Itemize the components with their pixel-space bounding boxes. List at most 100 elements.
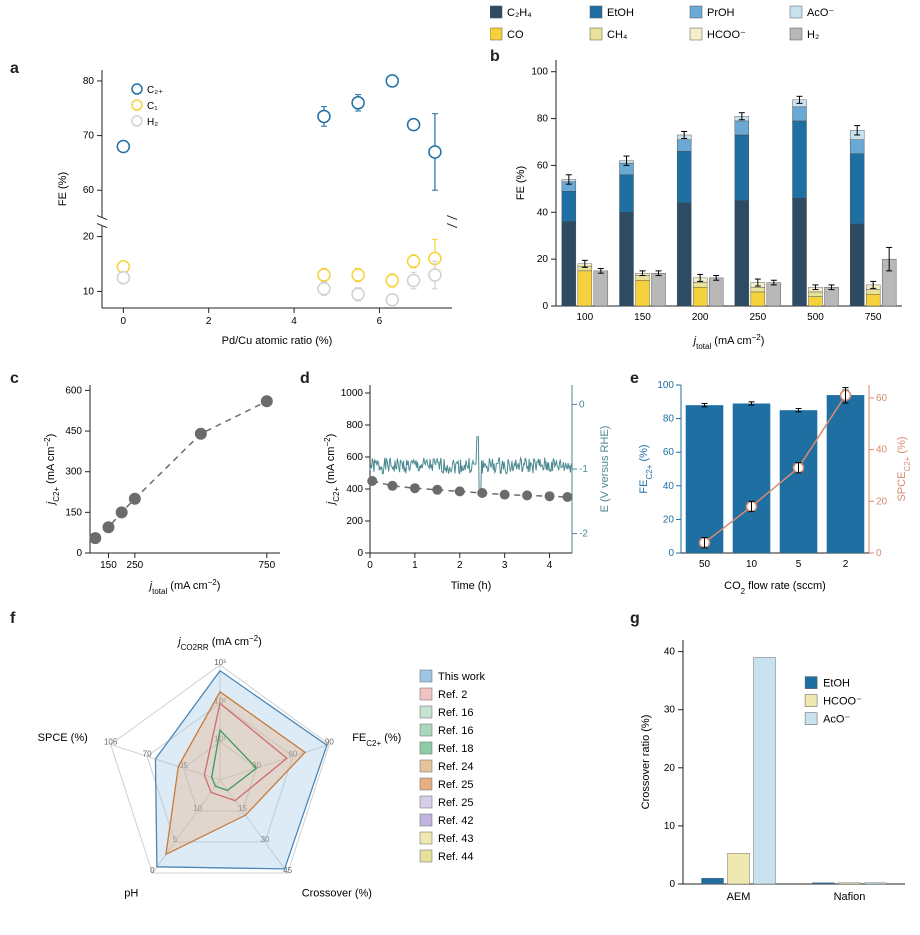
- svg-text:SPCE (%): SPCE (%): [38, 732, 88, 744]
- legend-swatch: [690, 6, 702, 18]
- panel-label-f: f: [10, 610, 15, 628]
- legend-swatch: [420, 724, 432, 736]
- data-point: [410, 483, 420, 493]
- legend-swatch: [420, 850, 432, 862]
- svg-text:150: 150: [100, 560, 117, 571]
- svg-text:AEM: AEM: [727, 891, 751, 903]
- svg-text:60: 60: [537, 160, 549, 171]
- bar-segment: [767, 283, 781, 306]
- data-point: [455, 486, 465, 496]
- bar: [827, 395, 865, 553]
- svg-text:SPCEC2+ (%): SPCEC2+ (%): [896, 436, 912, 501]
- svg-text:jC2+ (mA cm−2): jC2+ (mA cm−2): [323, 434, 341, 507]
- svg-text:0: 0: [876, 548, 882, 559]
- legend-label: EtOH: [607, 7, 634, 19]
- legend-swatch: [420, 778, 432, 790]
- bar: [686, 405, 724, 553]
- svg-text:FE (%): FE (%): [57, 172, 69, 206]
- legend-swatch: [420, 814, 432, 826]
- data-point: [318, 283, 330, 295]
- svg-text:40: 40: [663, 481, 675, 492]
- svg-text:1: 1: [412, 560, 418, 571]
- svg-text:3: 3: [502, 560, 508, 571]
- svg-text:10: 10: [746, 559, 758, 570]
- bar-segment: [636, 280, 650, 306]
- svg-text:-2: -2: [579, 529, 588, 540]
- bar-segment: [693, 283, 707, 288]
- svg-text:10: 10: [83, 287, 95, 298]
- svg-text:40: 40: [537, 207, 549, 218]
- svg-text:0: 0: [668, 548, 674, 559]
- legend-label: Ref. 44: [438, 851, 473, 863]
- svg-text:10³: 10³: [214, 658, 226, 667]
- data-point: [102, 521, 114, 533]
- data-point: [386, 75, 398, 87]
- svg-text:150: 150: [65, 507, 82, 518]
- legend-label: H₂: [807, 29, 819, 41]
- chart-a: 0246Pd/Cu atomic ratio (%)6070801020FE (…: [50, 60, 470, 350]
- legend-label: AcO⁻: [807, 7, 834, 19]
- svg-text:0: 0: [367, 560, 373, 571]
- bar-segment: [693, 287, 707, 306]
- svg-text:2: 2: [206, 316, 212, 327]
- data-point: [117, 261, 129, 273]
- svg-text:40: 40: [664, 647, 676, 658]
- panel-label-d: d: [300, 370, 310, 388]
- legend-label: Ref. 25: [438, 779, 473, 791]
- legend-swatch: [790, 6, 802, 18]
- data-point: [545, 491, 555, 501]
- chart-d: 0123402004006008001000-2-10Time (h)jC2+ …: [320, 375, 620, 595]
- svg-text:0: 0: [542, 301, 548, 312]
- bar-segment: [578, 271, 592, 306]
- bar-segment: [562, 222, 576, 306]
- legend-swatch: [790, 28, 802, 40]
- svg-text:80: 80: [537, 114, 549, 125]
- svg-text:Nafion: Nafion: [834, 891, 866, 903]
- svg-text:C₁: C₁: [147, 101, 158, 112]
- legend-label: HCOO⁻: [707, 29, 746, 41]
- bar-segment: [735, 135, 749, 201]
- data-point: [89, 532, 101, 544]
- svg-text:6: 6: [377, 316, 383, 327]
- data-point: [522, 490, 532, 500]
- legend-label: AcO⁻: [823, 714, 850, 726]
- legend-swatch: [420, 670, 432, 682]
- svg-text:0: 0: [150, 866, 155, 875]
- svg-text:10: 10: [664, 821, 676, 832]
- svg-text:1000: 1000: [341, 388, 364, 399]
- svg-text:Time (h): Time (h): [451, 580, 492, 592]
- svg-text:0: 0: [121, 316, 127, 327]
- bar: [702, 878, 724, 884]
- legend-swatch: [420, 688, 432, 700]
- svg-text:60: 60: [663, 447, 675, 458]
- bar: [865, 883, 887, 884]
- data-point: [195, 428, 207, 440]
- svg-text:800: 800: [346, 420, 363, 431]
- data-point: [386, 294, 398, 306]
- svg-text:70: 70: [143, 749, 152, 758]
- bar-segment: [793, 121, 807, 198]
- svg-text:jtotal (mA cm−2): jtotal (mA cm−2): [148, 578, 221, 596]
- bar-segment: [620, 212, 634, 306]
- svg-text:250: 250: [749, 312, 766, 323]
- data-point: [500, 490, 510, 500]
- svg-text:20: 20: [83, 232, 95, 243]
- svg-text:100: 100: [531, 67, 548, 78]
- panel-label-a: a: [10, 60, 19, 78]
- svg-text:H₂: H₂: [147, 117, 158, 128]
- data-point: [408, 275, 420, 287]
- bar-segment: [594, 271, 608, 306]
- chart-b: 020406080100FE (%)jtotal (mA cm−2)100150…: [510, 50, 910, 350]
- svg-text:FEC2+ (%): FEC2+ (%): [352, 732, 401, 748]
- data-point: [318, 110, 330, 122]
- legend-label: This work: [438, 671, 486, 683]
- legend-label: Ref. 24: [438, 761, 473, 773]
- svg-text:400: 400: [346, 484, 363, 495]
- bar-segment: [850, 154, 864, 224]
- chart-c: 1502507500150300450600jtotal (mA cm−2)jC…: [40, 375, 290, 595]
- svg-text:C₂₊: C₂₊: [147, 85, 163, 96]
- bar-segment: [850, 224, 864, 306]
- svg-text:600: 600: [65, 385, 82, 396]
- svg-text:300: 300: [65, 467, 82, 478]
- svg-text:Crossover (%): Crossover (%): [302, 887, 372, 899]
